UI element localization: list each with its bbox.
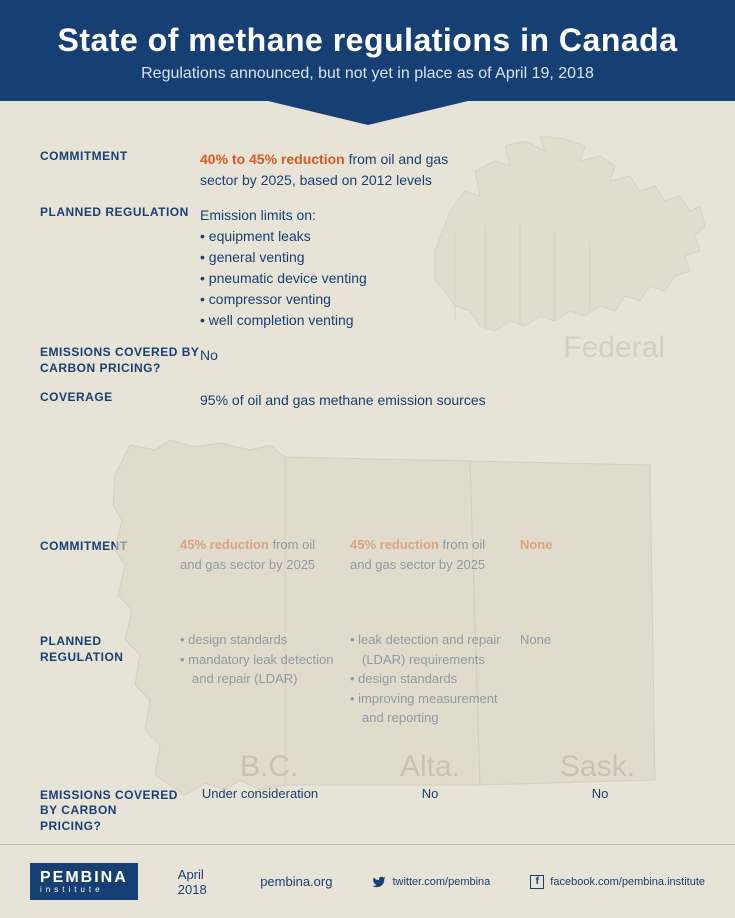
carbon-label: EMISSIONS COVERED BY CARBON PRICING? [40,345,200,376]
commitment-label: COMMITMENT [40,149,200,191]
commitment-highlight: 40% to 45% reduction [200,151,345,167]
federal-coverage-row: COVERAGE 95% of oil and gas methane emis… [40,390,695,411]
coverage-value: 95% of oil and gas methane emission sour… [200,390,695,411]
footer-date: April 2018 [178,867,220,897]
twitter-icon [372,875,386,889]
provinces-section: B.C. Alta. Sask. COMMITMENT 45% reductio… [0,455,735,880]
planned-label: PLANNED REGULATION [40,205,200,331]
header: State of methane regulations in Canada R… [0,0,735,101]
coverage-label: COVERAGE [40,390,200,411]
facebook-link[interactable]: f facebook.com/pembina.institute [530,875,705,889]
facebook-icon: f [530,875,544,889]
page-title: State of methane regulations in Canada [20,22,715,59]
sask-label: Sask. [560,750,635,784]
bc-label: B.C. [240,750,298,784]
page-subtitle: Regulations announced, but not yet in pl… [20,65,715,83]
federal-map-label: Federal [563,331,665,365]
federal-section: Federal COMMITMENT 40% to 45% reduction … [0,101,735,445]
alta-label: Alta. [400,750,460,784]
footer: PEMBINA institute April 2018 pembina.org… [0,844,735,918]
pembina-logo: PEMBINA institute [30,863,138,900]
twitter-link[interactable]: twitter.com/pembina [372,875,490,889]
footer-url[interactable]: pembina.org [260,874,332,889]
canada-map-icon [425,131,715,361]
